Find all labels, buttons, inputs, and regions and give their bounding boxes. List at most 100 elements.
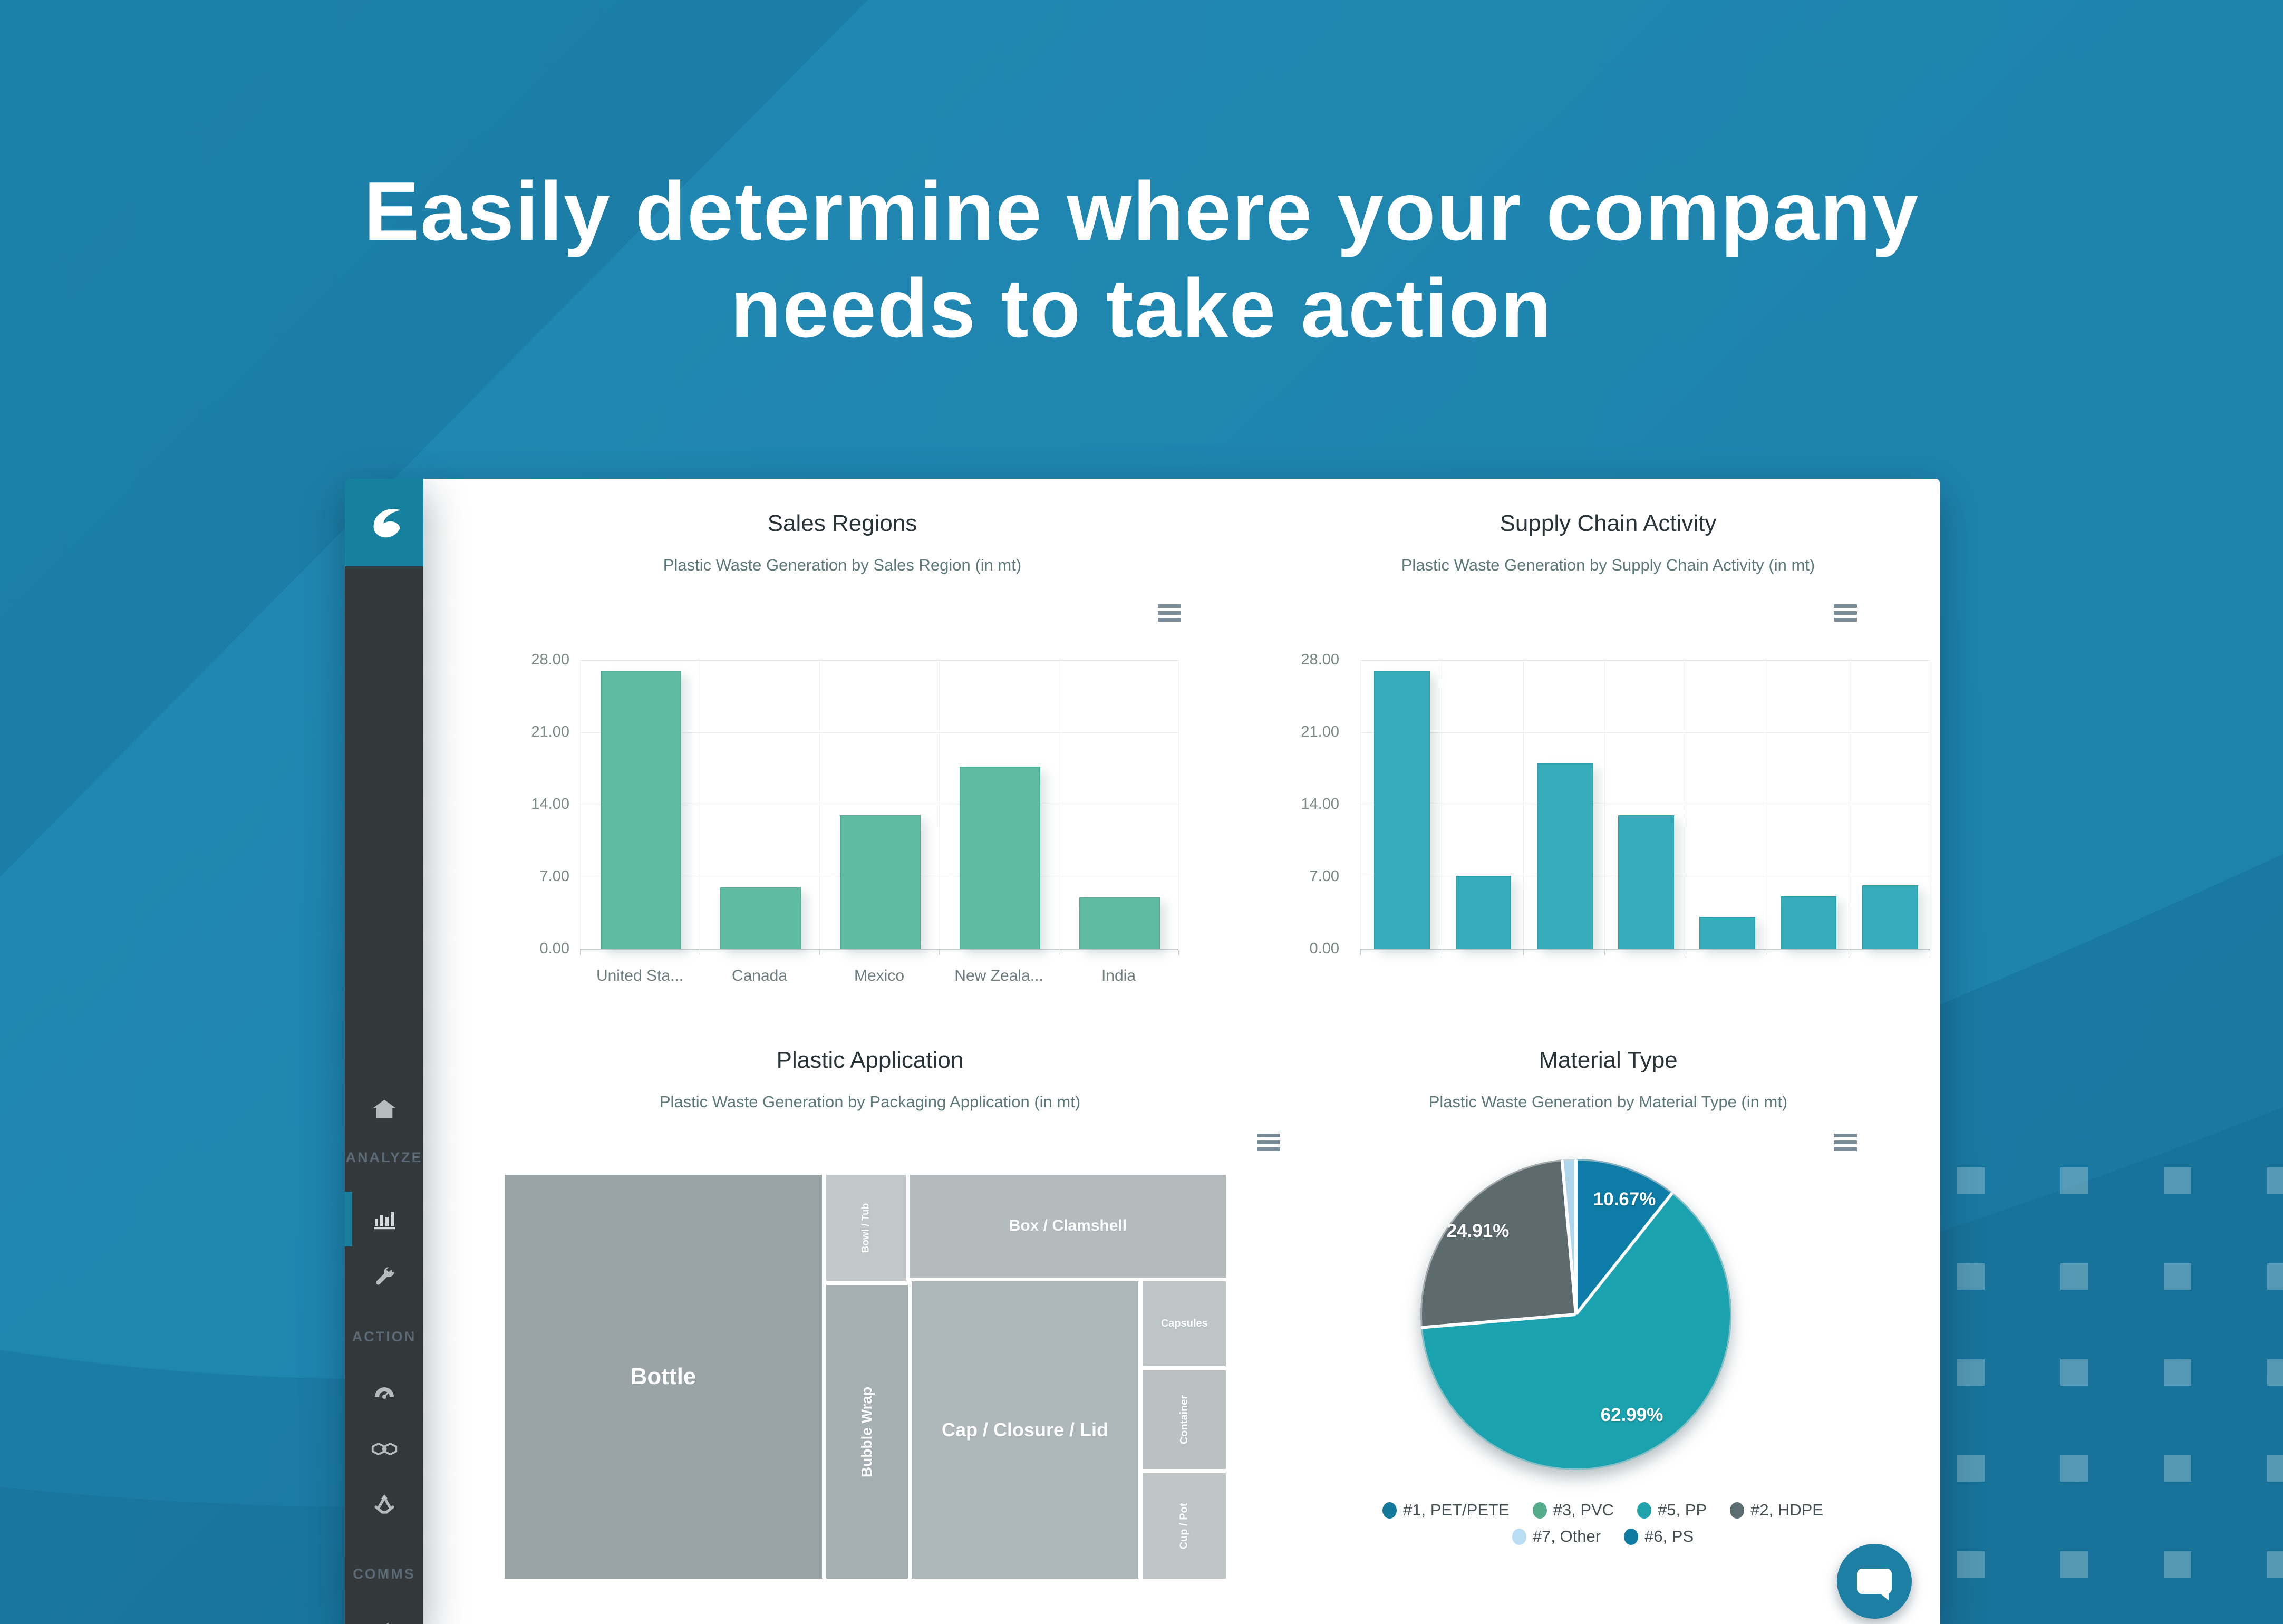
sidebar-item-home[interactable] <box>345 1097 423 1121</box>
chart-title-material-type: Material Type <box>1539 1047 1678 1073</box>
sidebar-item-partners[interactable] <box>345 1437 423 1462</box>
treemap-cell-bowl-tub[interactable]: Bowl / Tub <box>826 1175 906 1281</box>
background-dot <box>2267 1263 2283 1290</box>
sidebar-item-analytics[interactable] <box>345 1205 423 1231</box>
pie-legend-row-2: #7, Other #6, PS <box>1292 1527 1914 1546</box>
bar-series-3[interactable] <box>1536 763 1593 949</box>
bar-Mexico[interactable] <box>839 815 921 949</box>
background-dot <box>2267 1455 2283 1482</box>
background-dot <box>2060 1359 2088 1386</box>
x-category-label: India <box>1101 967 1136 984</box>
gridline <box>939 660 940 949</box>
headline-line-1: Easily determine where your company <box>363 165 1920 258</box>
gridline <box>1523 660 1524 949</box>
pie-percent-label: 62.99% <box>1600 1405 1663 1425</box>
chart-subtitle-supply-chain: Plastic Waste Generation by Supply Chain… <box>1401 556 1815 574</box>
sidebar-item-announcements[interactable] <box>345 1619 423 1624</box>
sidebar-item-gauge[interactable] <box>345 1384 423 1408</box>
legend-dot-icon <box>1730 1502 1745 1519</box>
sidebar-section-comms: COMMS <box>353 1566 415 1582</box>
treemap-cell-label: Capsules <box>1160 1318 1208 1330</box>
legend-item[interactable]: #5, PP <box>1637 1501 1707 1520</box>
background-dot <box>2060 1551 2088 1578</box>
headline-line-2: needs to take action <box>730 262 1553 355</box>
axis-tick <box>1360 950 1361 955</box>
background-dot <box>2267 1167 2283 1194</box>
active-item-indicator <box>345 1192 352 1246</box>
bar-series-1[interactable] <box>1374 670 1430 949</box>
bar-series-5[interactable] <box>1699 917 1756 949</box>
treemap-cell-box-clamshell[interactable]: Box / Clamshell <box>910 1175 1226 1278</box>
treemap-cell-bottle[interactable]: Bottle <box>505 1175 822 1579</box>
axis-tick <box>580 950 581 955</box>
chart-menu-supply-chain[interactable] <box>1834 604 1857 625</box>
x-category-label: New Zeala... <box>954 967 1043 984</box>
treemap-plastic-application[interactable]: Bottle Bowl / Tub Box / Clamshell Bubble Wr… <box>505 1175 1226 1579</box>
home-icon <box>373 1099 395 1118</box>
logo-icon <box>373 509 401 538</box>
bar-series-6[interactable] <box>1781 896 1837 949</box>
axis-tick <box>1523 950 1524 955</box>
legend-dot-icon <box>1637 1502 1652 1519</box>
bar-series-2[interactable] <box>1455 876 1512 949</box>
bar-India[interactable] <box>1079 897 1160 949</box>
legend-item[interactable]: #6, PS <box>1624 1527 1694 1546</box>
sidebar-item-recycling[interactable] <box>345 1492 423 1517</box>
gridline <box>580 660 581 949</box>
wrench-icon <box>375 1267 394 1285</box>
background-dot <box>2164 1359 2191 1386</box>
legend-label: #1, PET/PETE <box>1403 1501 1510 1519</box>
background-dot <box>1957 1551 1985 1578</box>
y-tick-label: 28.00 <box>1301 651 1339 668</box>
bar-series-7[interactable] <box>1862 885 1918 949</box>
background-dot <box>1957 1455 1985 1482</box>
gridline <box>1178 660 1179 949</box>
treemap-cell-label: Cap / Closure / Lid <box>941 1419 1109 1441</box>
x-axis: United Sta... Canada Mexico New Zeala... Ind… <box>580 967 1178 988</box>
axis-tick <box>1604 950 1605 955</box>
chart-subtitle-sales-regions: Plastic Waste Generation by Sales Region… <box>663 556 1022 574</box>
bar-series-4[interactable] <box>1618 815 1674 949</box>
background-dot <box>2164 1455 2191 1482</box>
megaphone-icon <box>386 1622 389 1624</box>
legend-item[interactable]: #1, PET/PETE <box>1382 1501 1510 1520</box>
y-tick-label: 21.00 <box>1301 723 1339 740</box>
pie-percent-label: 24.91% <box>1446 1221 1510 1241</box>
recycle-icon <box>374 1494 394 1514</box>
treemap-cell-cap-closure-lid[interactable]: Cap / Closure / Lid <box>911 1281 1139 1579</box>
y-axis: 28.00 21.00 14.00 7.00 0.00 <box>506 651 569 957</box>
pie-chart-material-type[interactable]: 10.67% 62.99% 24.91% <box>1420 1159 1731 1470</box>
legend-item[interactable]: #3, PVC <box>1532 1501 1614 1520</box>
y-tick-label: 28.00 <box>531 651 569 668</box>
gridline <box>580 660 1178 661</box>
treemap-cell-container[interactable]: Container <box>1143 1370 1226 1470</box>
bar-Canada[interactable] <box>720 887 801 949</box>
bar-chart-icon <box>373 1212 395 1230</box>
sidebar: ANALYZE ACTION <box>345 479 423 1624</box>
legend-item[interactable]: #2, HDPE <box>1730 1501 1823 1520</box>
sidebar-item-tools[interactable] <box>345 1265 423 1290</box>
treemap-cell-bubble-wrap[interactable]: Bubble Wrap <box>826 1285 908 1579</box>
app-logo[interactable] <box>345 479 423 566</box>
axis-tick <box>1178 950 1179 955</box>
chat-launcher-button[interactable] <box>1837 1544 1912 1619</box>
bar-New Zeala...[interactable] <box>959 766 1041 949</box>
chart-menu-sales-regions[interactable] <box>1158 604 1181 625</box>
legend-label: #2, HDPE <box>1750 1501 1823 1519</box>
x-category-label: Canada <box>731 967 788 984</box>
chart-title-sales-regions: Sales Regions <box>767 510 917 536</box>
y-tick-label: 7.00 <box>539 868 569 885</box>
bar-chart-supply-chain[interactable]: 28.00 21.00 14.00 7.00 0.00 <box>1276 651 1930 957</box>
gridline <box>1604 660 1605 949</box>
bar-United Sta...[interactable] <box>600 670 682 949</box>
treemap-cell-capsules[interactable]: Capsules <box>1143 1281 1226 1367</box>
background-dot <box>2164 1551 2191 1578</box>
legend-item[interactable]: #7, Other <box>1512 1527 1601 1546</box>
chart-title-supply-chain: Supply Chain Activity <box>1500 510 1717 536</box>
chart-menu-plastic-application[interactable] <box>1257 1134 1280 1154</box>
treemap-cell-cup-pot[interactable]: Cup / Pot <box>1143 1473 1226 1579</box>
treemap-cell-label: Bubble Wrap <box>858 1386 875 1477</box>
bar-chart-sales-regions[interactable]: 28.00 21.00 14.00 7.00 0.00 United Sta... Can… <box>506 651 1179 984</box>
chart-menu-material-type[interactable] <box>1834 1134 1857 1154</box>
